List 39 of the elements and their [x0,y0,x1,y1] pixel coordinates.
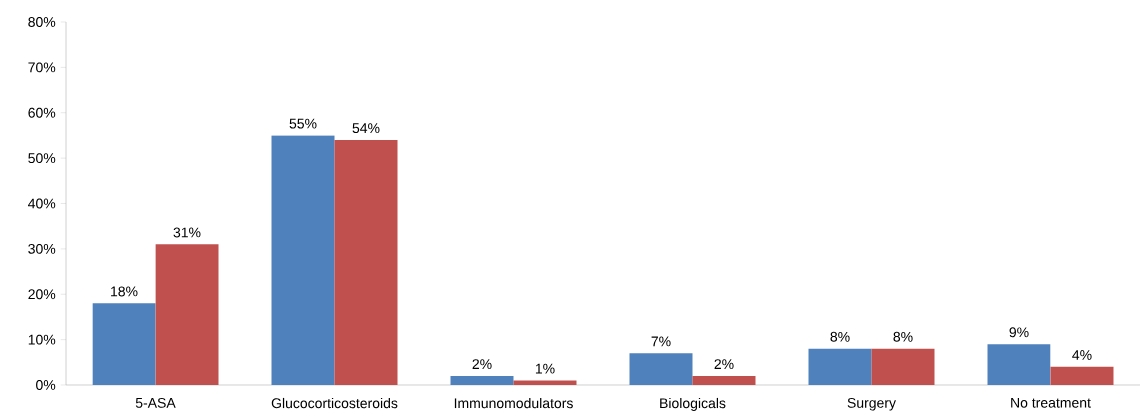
data-label: 8% [830,331,850,342]
data-label: 2% [472,359,492,369]
bar [334,139,398,385]
data-label: 55% [289,118,317,129]
x-tick-label: 5-ASA [135,397,176,408]
y-tick-label: 40% [28,198,56,209]
x-tick-label: Glucocorticosteroids [271,397,398,409]
y-tick-label: 10% [28,334,56,345]
y-tick-label: 50% [28,153,56,164]
bar [155,244,219,385]
data-label: 7% [651,336,671,347]
y-tick-label: 30% [28,243,56,254]
bar [987,344,1051,385]
bar [450,375,514,385]
bar [513,380,577,385]
bar [271,135,335,385]
x-tick-label: Surgery [847,397,896,411]
data-label: 4% [1072,350,1092,360]
bar [92,303,156,385]
data-label: 2% [714,359,734,369]
y-tick-label: 0% [36,380,56,390]
x-tick-label: Immunomodulators [454,397,573,409]
y-tick-label: 80% [28,17,56,27]
data-label: 8% [893,331,913,342]
bar [629,353,693,385]
x-tick-label: Biologicals [660,397,726,411]
y-tick-label: 60% [28,107,56,118]
data-label: 54% [352,123,380,134]
bar [871,348,935,385]
y-tick-label: 20% [28,289,56,300]
data-label: 18% [111,286,138,297]
data-label: 9% [1009,327,1029,338]
bar [808,348,872,385]
y-tick-label: 70% [28,62,56,73]
data-label: 1% [535,363,555,374]
bar [692,375,756,385]
data-label: 31% [173,227,201,238]
x-tick-label: No treatment [1011,397,1091,408]
bar [1050,366,1114,385]
